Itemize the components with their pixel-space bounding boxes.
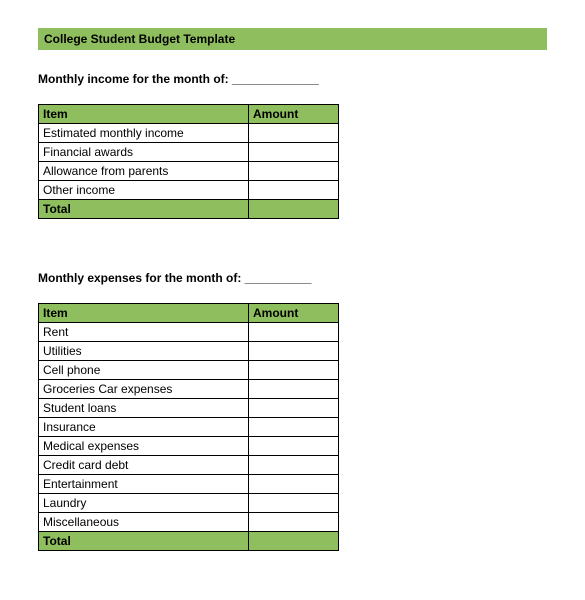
table-row: Laundry	[39, 494, 339, 513]
expenses-heading-prefix: Monthly expenses for the month of:	[38, 271, 245, 285]
income-heading-prefix: Monthly income for the month of:	[38, 72, 232, 86]
income-col-item: Item	[39, 105, 249, 124]
expense-amount[interactable]	[249, 475, 339, 494]
expense-item: Rent	[39, 323, 249, 342]
income-item: Other income	[39, 181, 249, 200]
expense-item: Credit card debt	[39, 456, 249, 475]
expense-amount[interactable]	[249, 342, 339, 361]
income-amount[interactable]	[249, 124, 339, 143]
expenses-total-row: Total	[39, 532, 339, 551]
expense-item: Laundry	[39, 494, 249, 513]
expense-amount[interactable]	[249, 456, 339, 475]
expense-item: Insurance	[39, 418, 249, 437]
expense-amount[interactable]	[249, 399, 339, 418]
expense-amount[interactable]	[249, 361, 339, 380]
expenses-table: Item Amount Rent Utilities Cell phone Gr…	[38, 303, 339, 551]
expense-item: Student loans	[39, 399, 249, 418]
income-amount[interactable]	[249, 162, 339, 181]
expense-amount[interactable]	[249, 323, 339, 342]
income-col-amount: Amount	[249, 105, 339, 124]
income-heading-blank: _____________	[232, 72, 319, 86]
table-row: Allowance from parents	[39, 162, 339, 181]
expense-amount[interactable]	[249, 494, 339, 513]
table-row: Utilities	[39, 342, 339, 361]
expense-item: Miscellaneous	[39, 513, 249, 532]
income-amount[interactable]	[249, 143, 339, 162]
table-row: Medical expenses	[39, 437, 339, 456]
table-row: Credit card debt	[39, 456, 339, 475]
expenses-total-amount	[249, 532, 339, 551]
expense-amount[interactable]	[249, 437, 339, 456]
income-total-row: Total	[39, 200, 339, 219]
income-table-header: Item Amount	[39, 105, 339, 124]
income-table: Item Amount Estimated monthly income Fin…	[38, 104, 339, 219]
expense-amount[interactable]	[249, 513, 339, 532]
expenses-col-amount: Amount	[249, 304, 339, 323]
income-item: Financial awards	[39, 143, 249, 162]
table-row: Groceries Car expenses	[39, 380, 339, 399]
expense-item: Cell phone	[39, 361, 249, 380]
page-title-bar: College Student Budget Template	[38, 28, 547, 50]
expense-amount[interactable]	[249, 418, 339, 437]
table-row: Rent	[39, 323, 339, 342]
expense-item: Medical expenses	[39, 437, 249, 456]
income-item: Allowance from parents	[39, 162, 249, 181]
income-heading: Monthly income for the month of: _______…	[38, 72, 547, 86]
expenses-table-header: Item Amount	[39, 304, 339, 323]
expenses-heading-blank: __________	[245, 271, 312, 285]
expense-item: Entertainment	[39, 475, 249, 494]
table-row: Insurance	[39, 418, 339, 437]
expense-item: Groceries Car expenses	[39, 380, 249, 399]
table-row: Entertainment	[39, 475, 339, 494]
income-total-amount	[249, 200, 339, 219]
table-row: Financial awards	[39, 143, 339, 162]
page-title: College Student Budget Template	[44, 32, 235, 46]
expenses-heading: Monthly expenses for the month of: _____…	[38, 271, 547, 285]
income-item: Estimated monthly income	[39, 124, 249, 143]
expense-amount[interactable]	[249, 380, 339, 399]
expenses-col-item: Item	[39, 304, 249, 323]
income-amount[interactable]	[249, 181, 339, 200]
expenses-total-label: Total	[39, 532, 249, 551]
table-row: Cell phone	[39, 361, 339, 380]
table-row: Estimated monthly income	[39, 124, 339, 143]
income-total-label: Total	[39, 200, 249, 219]
table-row: Other income	[39, 181, 339, 200]
expense-item: Utilities	[39, 342, 249, 361]
table-row: Miscellaneous	[39, 513, 339, 532]
table-row: Student loans	[39, 399, 339, 418]
